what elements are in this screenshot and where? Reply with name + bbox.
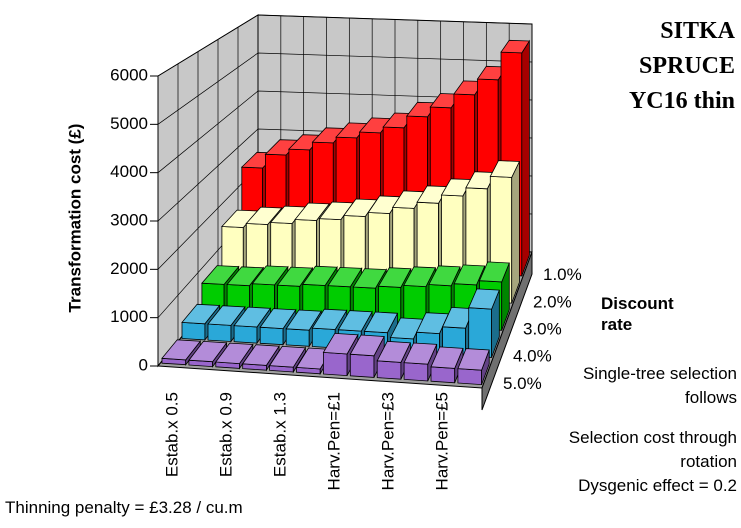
bar-top (181, 303, 221, 325)
bar-top (327, 266, 363, 288)
bar-top (226, 266, 265, 287)
legend-label: 5.0% (503, 374, 542, 393)
bar (188, 340, 228, 368)
bar-top (430, 346, 464, 369)
bar-front (376, 360, 402, 380)
bar-front (349, 353, 375, 378)
bar-top (207, 305, 246, 326)
bar (349, 334, 385, 378)
bar-top (500, 39, 531, 54)
legend-label: 3.0% (523, 319, 562, 338)
bar (457, 348, 490, 386)
x-tick-label: Estab.x 0.5 (163, 392, 182, 477)
bar-top (377, 267, 412, 288)
y-axis-label: Transformation cost (£) (65, 124, 84, 313)
bar-top (363, 311, 399, 334)
bar-top (478, 261, 510, 283)
bar-top (376, 340, 412, 363)
bar-side (511, 161, 520, 304)
bar-front (457, 368, 483, 386)
floor-side (481, 251, 533, 411)
bar-top (259, 308, 297, 330)
x-tick-label: Harv.Pen=£1 (325, 392, 344, 490)
y-tick-label: 1000 (110, 307, 148, 326)
bar-front (259, 326, 284, 346)
bar-side (521, 39, 530, 277)
y-tick-label: 5000 (110, 114, 148, 133)
bar-top (403, 342, 438, 365)
chart-title: SITKA SPRUCE YC16 thin (628, 18, 735, 114)
bar (322, 332, 359, 377)
y-tick-label: 4000 (110, 162, 148, 181)
bar-top (302, 265, 338, 286)
bar-top (294, 202, 330, 221)
bar-front (233, 325, 258, 344)
bar-top (349, 334, 385, 357)
note: Single-tree selection follows (582, 364, 737, 407)
bar (161, 339, 202, 366)
y-tick-label: 2000 (110, 259, 148, 278)
bar-top (285, 309, 322, 331)
footnote: Thinning penalty = £3.28 / cu.m (5, 498, 243, 517)
note: Selection cost through rotation (568, 428, 737, 471)
bar (376, 340, 412, 380)
bar-top (233, 306, 272, 328)
bar-front (207, 323, 232, 342)
bar-top (276, 266, 314, 287)
bar-front (430, 366, 456, 384)
bar-top (268, 345, 307, 368)
bar-top (201, 265, 240, 285)
grid-line (157, 52, 533, 125)
depth-axis-label: Discount rate (601, 294, 674, 334)
bar-top (453, 264, 486, 286)
bar-top (468, 288, 500, 310)
bar-top (428, 265, 461, 287)
bar-top (215, 342, 254, 365)
bar (468, 288, 500, 358)
legend-label: 1.0% (543, 265, 582, 284)
bar-top (352, 268, 387, 289)
bar-top (251, 265, 289, 286)
bar (268, 345, 307, 374)
bar-top (245, 206, 283, 225)
x-tick-label: Harv.Pen=£3 (379, 392, 398, 490)
bar-top (489, 160, 521, 178)
x-tick-label: Estab.x 0.9 (217, 392, 236, 477)
x-tick-label: Estab.x 1.3 (271, 392, 290, 477)
bar-front (322, 351, 348, 377)
bar-top (337, 310, 373, 332)
bar-top (403, 266, 437, 288)
x-tick-label: Harv.Pen=£5 (433, 392, 452, 490)
y-tick-label: 6000 (110, 65, 148, 84)
y-tick-label: 3000 (110, 210, 148, 229)
bar-top (311, 308, 348, 330)
bar-top (457, 348, 490, 371)
bar-top (322, 332, 359, 355)
bar-front (181, 321, 206, 341)
bar-front (403, 362, 429, 382)
bar-top (188, 340, 228, 363)
bar-front (285, 328, 310, 347)
y-tick-label: 0 (139, 355, 148, 374)
grid-line (157, 14, 533, 77)
note: Dysgenic effect = 0.2 (578, 476, 737, 495)
bar-top (161, 339, 202, 361)
bar-top (241, 344, 280, 366)
legend-label: 2.0% (533, 292, 572, 311)
legend-label: 4.0% (513, 347, 552, 366)
